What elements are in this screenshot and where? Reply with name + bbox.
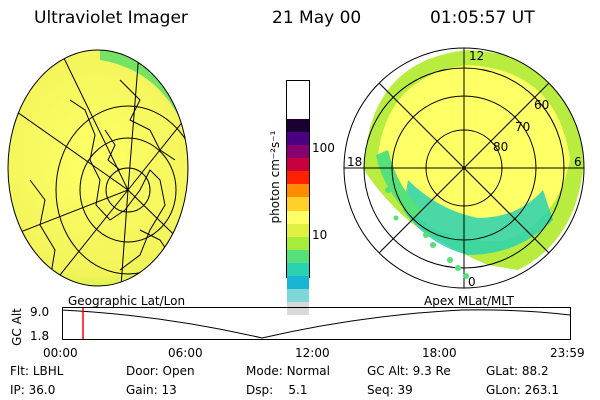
status-dsp: Dsp: 5.1 [246,383,308,397]
status-flt: Flt: LBHL [10,364,64,378]
header-time: 01:05:57 UT [430,8,535,28]
colorbar-band [287,184,309,198]
mlt-label-0: 0 [468,275,476,289]
coastlines [29,79,176,281]
mlt-label-12: 12 [469,49,484,63]
timeline-y-tick-bottom: 1.8 [30,329,50,343]
timeline-left-title: Geographic Lat/Lon [68,294,186,308]
status-glat: GLat: 88.2 [486,364,549,378]
timeline-x-tick-1200: 12:00 [295,346,330,360]
colorbar-band [287,145,309,159]
altitude-curve [62,309,571,339]
geo-emission-field [8,50,188,286]
colorbar-unit-label: photon cm⁻²s⁻¹ [268,130,282,224]
timeline-x-tick-1800: 18:00 [422,346,457,360]
colorbar-band [287,158,309,172]
colorbar-band [287,249,309,263]
status-gc-alt: GC Alt: 9.3 Re [367,364,451,378]
status-gain: Gain: 13 [126,383,177,397]
timeline-x-tick-0600: 06:00 [168,346,203,360]
geographic-image [7,49,189,287]
lat-label-80: 80 [493,140,508,154]
mlt-label-6: 6 [574,155,582,169]
timeline-x-tick-2359: 23:59 [550,346,585,360]
status-mode: Mode: Normal [246,364,330,378]
timeline-y-tick-top: 9.0 [30,305,50,319]
colorbar-band [287,301,309,315]
status-seq: Seq: 39 [367,383,413,397]
colorbar-band [287,171,309,185]
lat-label-60: 60 [534,98,549,112]
colorbar-band [287,275,309,289]
timeline-y-label: GC Alt [9,308,24,346]
status-ip: IP: 36.0 [10,383,56,397]
polar-plot: 12 18 6 0 60 70 80 [343,47,585,289]
colorbar-band [287,262,309,276]
colorbar-band [287,236,309,250]
timeline-plot [62,307,571,340]
colorbar-band [287,223,309,237]
app-title: Ultraviolet Imager [34,8,188,28]
colorbar-band [287,210,309,224]
colorbar-tick-100: 100 [312,141,335,155]
colorbar-tick-10: 10 [312,228,328,242]
timeline-x-tick-0000: 00:00 [43,346,78,360]
colorbar-band [287,288,309,302]
colorbar-band [287,197,309,211]
timeline-right-title: Apex MLat/MLT [424,294,514,308]
status-door: Door: Open [126,364,195,378]
colorbar-band [287,132,309,146]
mlt-label-18: 18 [347,155,362,169]
polar-grid [344,48,584,288]
emission-dots [385,187,469,279]
lat-label-70: 70 [515,120,530,134]
colorbar [286,80,310,315]
geo-graticule [8,50,188,286]
header-date: 21 May 00 [272,8,362,28]
colorbar-band [287,119,309,133]
status-glon: GLon: 263.1 [486,383,559,397]
